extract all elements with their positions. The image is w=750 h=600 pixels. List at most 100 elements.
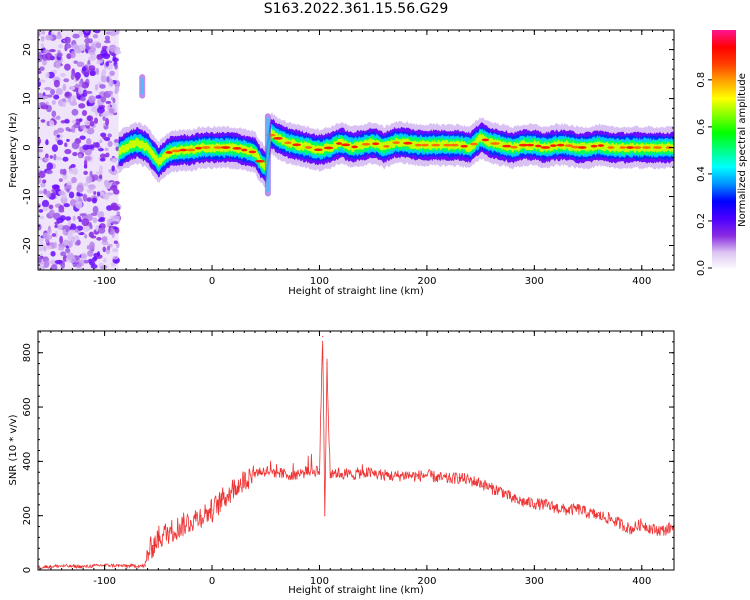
noise-blob [82, 193, 88, 202]
snr-point [211, 509, 213, 511]
noise-blob [104, 147, 109, 152]
ridge-peak [421, 143, 429, 147]
noise-blob [109, 44, 117, 53]
noise-blob [39, 215, 45, 220]
noise-blob [65, 216, 72, 221]
colorbar-tick-label: 0.4 [696, 166, 707, 182]
noise-blob [67, 232, 73, 240]
noise-blob [109, 70, 115, 76]
noise-blob [54, 224, 58, 229]
ridge-peak [578, 146, 587, 149]
noise-blob [88, 95, 96, 104]
snr-panel: -100 0 100 200 300 400 0 200 400 600 800 Height o… [8, 330, 675, 596]
noise-blob [41, 95, 49, 100]
snr-point [641, 523, 643, 525]
noise-blob [89, 70, 96, 77]
snr-point [334, 471, 337, 473]
noise-blob [102, 70, 106, 78]
noise-blob [111, 221, 119, 225]
noise-blob [79, 135, 86, 140]
y-tick-label: 0 [22, 144, 33, 150]
noise-blob [72, 151, 78, 157]
snr-y-ticks: 0 200 400 600 800 [22, 330, 674, 573]
colorbar-ticks: 0.0 0.2 0.4 0.6 0.8 [696, 72, 712, 276]
snr-frame [37, 330, 675, 571]
noise-blob [68, 229, 76, 234]
noise-blob [51, 184, 60, 190]
ridge-peak [414, 143, 422, 147]
noise-blob [108, 108, 115, 114]
noise-blob [103, 179, 110, 187]
noise-blob [84, 42, 90, 50]
noise-blob [38, 79, 46, 83]
noise-blob [38, 203, 41, 208]
noise-blob [66, 181, 74, 186]
noise-blob [83, 127, 88, 133]
noise-blob [95, 42, 102, 49]
noise-blob [109, 30, 117, 37]
noise-blob [95, 171, 103, 175]
noise-blob [87, 184, 94, 189]
noise-blob [89, 261, 96, 266]
snr-point [544, 504, 546, 506]
ridge-peak [351, 145, 358, 149]
snr-point [168, 531, 170, 533]
ridge-peak [449, 143, 459, 147]
snr-point [361, 471, 364, 473]
colorbar-tick-label: 0.6 [696, 119, 707, 135]
ridge-peak [607, 146, 615, 149]
noise-blob [60, 72, 66, 77]
noise-blob [98, 165, 103, 173]
noise-blob [57, 246, 65, 251]
noise-blob [70, 72, 75, 80]
noise-blob [84, 234, 88, 239]
noise-blob [76, 184, 84, 193]
noise-blob [99, 217, 106, 221]
noise-blob [55, 87, 63, 96]
noise-blob [78, 218, 82, 223]
noise-blob [56, 217, 64, 224]
spectrogram-x-label: Height of straight line (km) [288, 286, 424, 297]
noise-blob [114, 139, 119, 143]
noise-blob [112, 97, 116, 104]
noise-blob [107, 90, 114, 95]
noise-blob [83, 170, 88, 176]
snr-point [608, 517, 611, 519]
noise-blob [72, 215, 76, 222]
snr-point [447, 478, 449, 480]
noise-blob [44, 245, 53, 250]
snr-point [200, 515, 202, 517]
noise-blob [45, 34, 53, 41]
noise-blob [42, 179, 47, 184]
noise-blob [96, 60, 101, 65]
noise-blob [54, 259, 63, 264]
noise-blob [107, 245, 111, 251]
noise-blob [76, 193, 84, 197]
ridge-yellow [118, 127, 674, 171]
noise-blob [38, 176, 42, 184]
noise-blob [53, 79, 60, 88]
noise-blob [102, 111, 110, 117]
snr-point [163, 534, 165, 536]
noise-blob [62, 98, 67, 103]
noise-blob [86, 138, 92, 146]
noise-blob [93, 117, 99, 125]
noise-blob [90, 212, 98, 216]
noise-blob [107, 140, 113, 148]
noise-blob [100, 75, 108, 83]
noise-blob [60, 120, 66, 124]
noise-blob [51, 233, 57, 237]
ridge-peak [526, 143, 535, 147]
frequency-ridge [118, 74, 674, 197]
noise-blob [105, 100, 112, 105]
noise-blob [97, 211, 105, 219]
noise-blob [82, 225, 91, 232]
noise-blob [71, 176, 77, 184]
snr-point [351, 474, 353, 476]
noise-blob [100, 96, 107, 103]
noise-blob [70, 164, 76, 168]
noise-blob [38, 237, 44, 243]
noise-blob [80, 96, 86, 102]
noise-blob [99, 139, 103, 144]
noise-blob [44, 86, 52, 91]
